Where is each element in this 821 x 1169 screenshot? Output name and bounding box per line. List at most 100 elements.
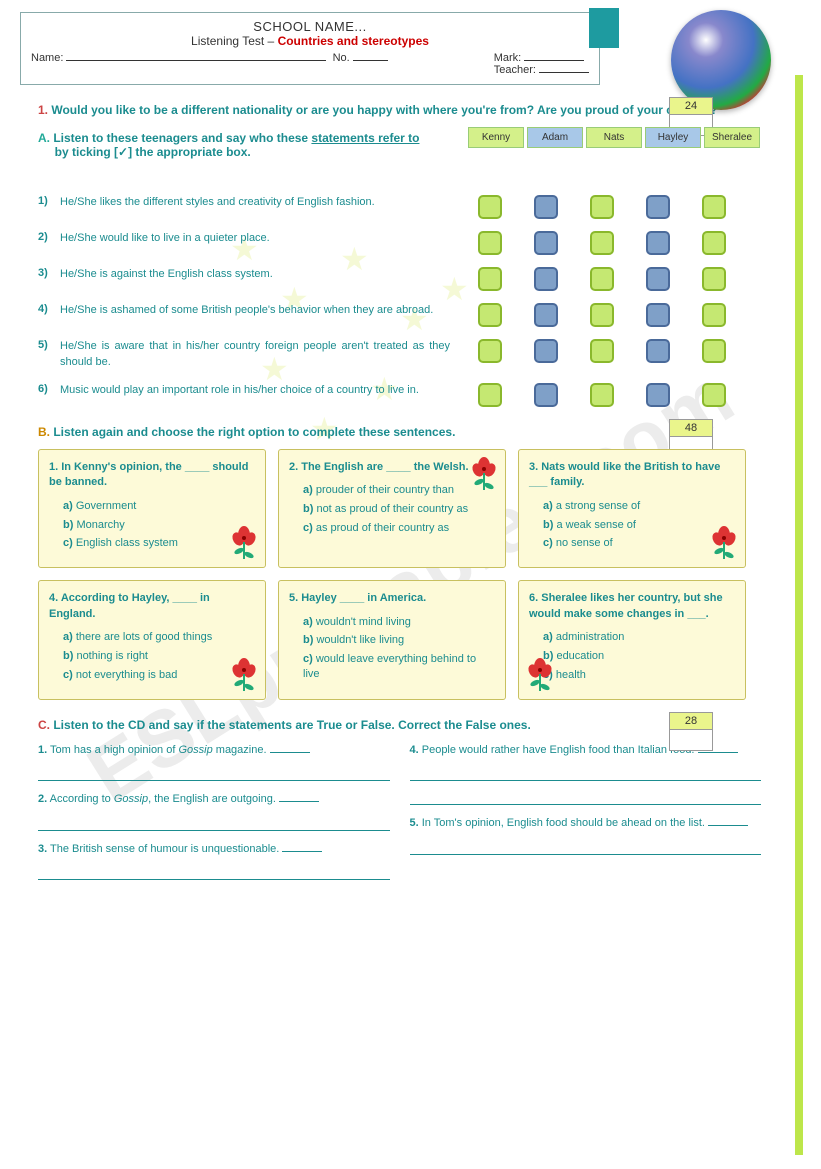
card-option[interactable]: b) nothing is right xyxy=(49,649,255,664)
checkbox[interactable] xyxy=(702,383,726,407)
checkbox[interactable] xyxy=(646,231,670,255)
checkbox[interactable] xyxy=(702,303,726,327)
tf-correction-line[interactable] xyxy=(38,767,390,781)
card-option[interactable]: a) a strong sense of xyxy=(529,499,735,514)
card-option[interactable]: a) prouder of their country than xyxy=(289,483,495,498)
content-area: 1. Would you like to be a different nati… xyxy=(20,103,781,890)
checkbox[interactable] xyxy=(478,231,502,255)
card-question: 2. The English are ____ the Welsh. xyxy=(289,460,495,475)
checkbox[interactable] xyxy=(646,195,670,219)
tf-correction-line[interactable] xyxy=(38,866,390,880)
intro-question: 1. Would you like to be a different nati… xyxy=(38,103,761,117)
checkbox-group xyxy=(478,267,726,291)
tf-correction-line[interactable] xyxy=(410,791,762,805)
score-c-blank[interactable] xyxy=(670,730,712,750)
card-option[interactable]: a) Government xyxy=(49,499,255,514)
card-option[interactable]: a) wouldn't mind living xyxy=(289,615,495,630)
statements-list: 1)He/She likes the different styles and … xyxy=(38,195,761,407)
checkbox[interactable] xyxy=(478,383,502,407)
header-right-fields: Mark: Teacher: xyxy=(494,52,589,76)
mark-input-line[interactable] xyxy=(524,60,584,61)
checkbox[interactable] xyxy=(702,195,726,219)
checkbox[interactable] xyxy=(646,303,670,327)
statement-number: 4) xyxy=(38,303,60,315)
section-b-label: B. Listen again and choose the right opt… xyxy=(38,425,761,439)
statement-row: 2)He/She would like to live in a quieter… xyxy=(38,231,761,255)
checkbox[interactable] xyxy=(534,303,558,327)
statement-number: 5) xyxy=(38,339,60,351)
checkbox[interactable] xyxy=(590,383,614,407)
score-box-c: 28 xyxy=(669,712,713,751)
section-a-letter: A. xyxy=(38,131,50,145)
name-header-nats: Nats xyxy=(586,127,642,148)
intro-num: 1. xyxy=(38,103,48,117)
side-accent-bar xyxy=(795,75,803,1155)
checkbox[interactable] xyxy=(590,195,614,219)
card-option[interactable]: a) administration xyxy=(529,630,735,645)
statement-text: Music would play an important role in hi… xyxy=(60,383,450,399)
card-option[interactable]: a) there are lots of good things xyxy=(49,630,255,645)
tf-correction-line[interactable] xyxy=(38,817,390,831)
tf-answer-blank[interactable] xyxy=(698,752,738,753)
card-option[interactable]: b) not as proud of their country as xyxy=(289,502,495,517)
statement-row: 5)He/She is aware that in his/her countr… xyxy=(38,339,761,371)
checkbox[interactable] xyxy=(646,339,670,363)
card-option[interactable]: c) as proud of their country as xyxy=(289,521,495,536)
checkbox[interactable] xyxy=(646,383,670,407)
name-header-kenny: Kenny xyxy=(468,127,524,148)
name-input-line[interactable] xyxy=(66,60,326,61)
statement-number: 2) xyxy=(38,231,60,243)
card-option[interactable]: b) a weak sense of xyxy=(529,518,735,533)
statement-row: 4)He/She is ashamed of some British peop… xyxy=(38,303,761,327)
card-option[interactable]: c) no sense of xyxy=(529,536,735,551)
card-question: 1. In Kenny's opinion, the ____ should b… xyxy=(49,460,255,491)
statement-text: He/She is against the English class syst… xyxy=(60,267,450,283)
tf-answer-blank[interactable] xyxy=(279,801,319,802)
checkbox[interactable] xyxy=(646,267,670,291)
checkbox[interactable] xyxy=(590,339,614,363)
card-option[interactable]: c) English class system xyxy=(49,536,255,551)
card-option[interactable]: b) education xyxy=(529,649,735,664)
card-option[interactable]: c) not everything is bad xyxy=(49,668,255,683)
checkbox[interactable] xyxy=(534,267,558,291)
checkbox[interactable] xyxy=(534,231,558,255)
checkbox[interactable] xyxy=(534,383,558,407)
tf-left-column: 1. Tom has a high opinion of Gossip maga… xyxy=(38,742,390,891)
checkbox[interactable] xyxy=(590,231,614,255)
tf-statement: 5. In Tom's opinion, English food should… xyxy=(410,815,762,833)
no-input-line[interactable] xyxy=(353,60,388,61)
section-b-instruction: Listen again and choose the right option… xyxy=(53,425,455,439)
checkbox[interactable] xyxy=(590,303,614,327)
card-options-list: a) there are lots of good things b) nothi… xyxy=(49,630,255,683)
card-option[interactable]: b) wouldn't like living xyxy=(289,633,495,648)
card-options-list: a) prouder of their country than b) not a… xyxy=(289,483,495,536)
tf-answer-blank[interactable] xyxy=(282,851,322,852)
card-options-list: a) Government b) Monarchy c) English class… xyxy=(49,499,255,552)
teacher-input-line[interactable] xyxy=(539,72,589,73)
school-name: SCHOOL NAME... xyxy=(31,19,589,34)
checkbox[interactable] xyxy=(478,303,502,327)
card-options-list: a) a strong sense of b) a weak sense of c)… xyxy=(529,499,735,552)
option-card: 5. Hayley ____ in America.a) wouldn't mi… xyxy=(278,580,506,699)
checkbox[interactable] xyxy=(702,231,726,255)
card-option[interactable]: b) Monarchy xyxy=(49,518,255,533)
checkbox[interactable] xyxy=(478,195,502,219)
checkbox[interactable] xyxy=(478,267,502,291)
checkbox[interactable] xyxy=(702,339,726,363)
option-card: 6. Sheralee likes her country, but she w… xyxy=(518,580,746,699)
card-option[interactable]: c) health xyxy=(529,668,735,683)
card-question: 6. Sheralee likes her country, but she w… xyxy=(529,591,735,622)
flower-icon xyxy=(525,657,555,693)
tf-correction-line[interactable] xyxy=(410,841,762,855)
checkbox[interactable] xyxy=(534,195,558,219)
score-c-value: 28 xyxy=(670,713,712,730)
checkbox[interactable] xyxy=(534,339,558,363)
tf-correction-line[interactable] xyxy=(410,767,762,781)
statement-row: 3)He/She is against the English class sy… xyxy=(38,267,761,291)
tf-answer-blank[interactable] xyxy=(708,825,748,826)
checkbox[interactable] xyxy=(590,267,614,291)
tf-answer-blank[interactable] xyxy=(270,752,310,753)
checkbox[interactable] xyxy=(702,267,726,291)
card-option[interactable]: c) would leave everything behind to live xyxy=(289,652,495,682)
checkbox[interactable] xyxy=(478,339,502,363)
